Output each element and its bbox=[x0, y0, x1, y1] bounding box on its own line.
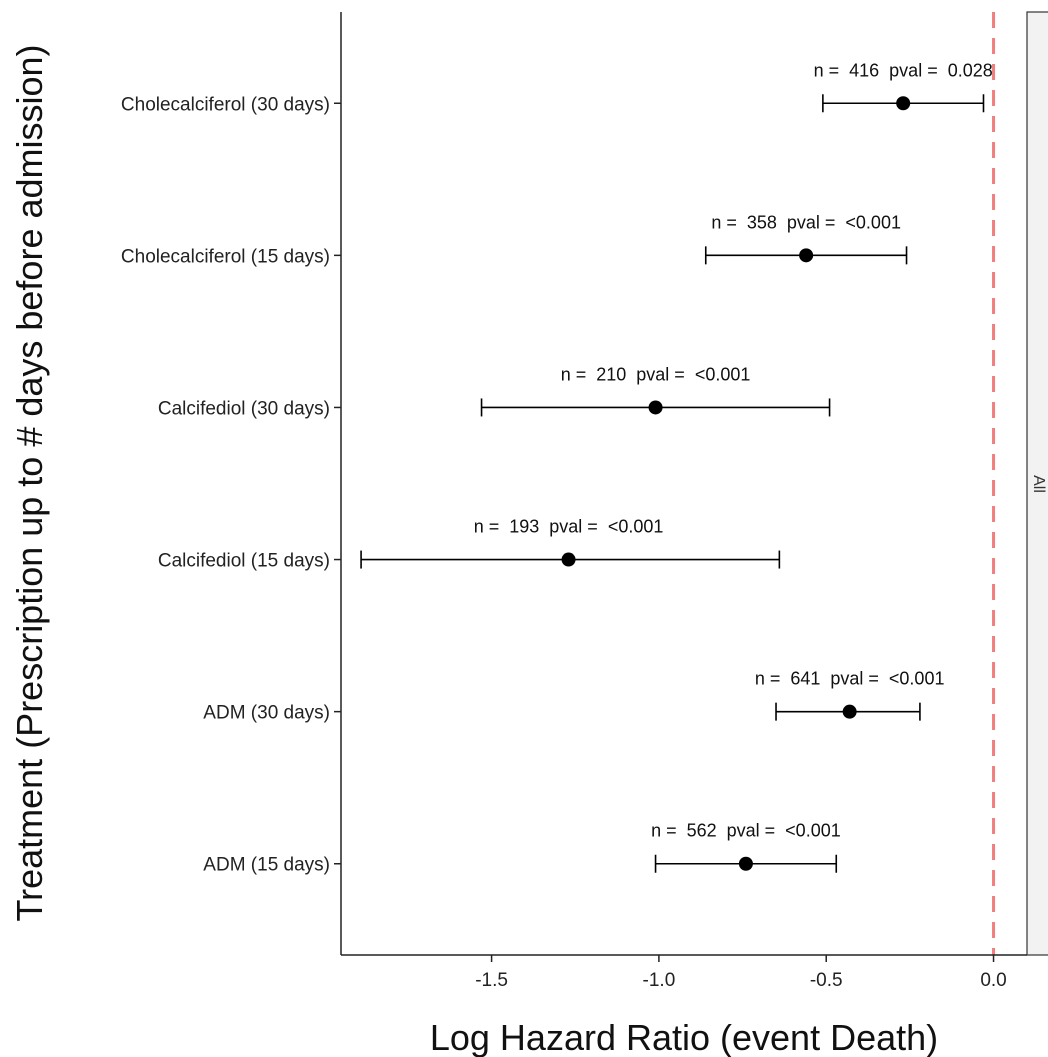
annotation-label: n = 358 pval = <0.001 bbox=[711, 212, 901, 232]
point-estimate bbox=[896, 96, 911, 111]
y-tick-label: ADM (15 days) bbox=[203, 855, 330, 876]
annotation-label: n = 562 pval = <0.001 bbox=[651, 821, 841, 841]
x-tick-label: -0.5 bbox=[810, 970, 843, 991]
point-estimate bbox=[648, 400, 663, 415]
annotation-label: n = 193 pval = <0.001 bbox=[474, 517, 664, 537]
x-axis-title: Log Hazard Ratio (event Death) bbox=[430, 1017, 938, 1057]
facet-strip-label: All bbox=[1030, 475, 1047, 493]
x-tick-label: -1.0 bbox=[643, 970, 676, 991]
point-estimate bbox=[842, 704, 857, 719]
point-estimate bbox=[799, 248, 814, 263]
point-estimate bbox=[738, 856, 753, 871]
y-axis-title: Treatment (Prescription up to # days bef… bbox=[9, 44, 50, 921]
annotation-label: n = 210 pval = <0.001 bbox=[561, 364, 751, 384]
x-tick-label: -1.5 bbox=[475, 970, 508, 991]
annotation-label: n = 641 pval = <0.001 bbox=[755, 669, 945, 689]
x-tick-label: 0.0 bbox=[980, 970, 1006, 991]
y-tick-label: Calcifediol (15 days) bbox=[158, 551, 330, 572]
y-tick-label: Cholecalciferol (15 days) bbox=[121, 246, 330, 267]
y-tick-label: Calcifediol (30 days) bbox=[158, 398, 330, 419]
point-estimate bbox=[561, 552, 576, 567]
annotation-label: n = 416 pval = 0.028 bbox=[814, 60, 993, 80]
y-tick-label: Cholecalciferol (30 days) bbox=[121, 94, 330, 115]
facet-strip bbox=[1026, 11, 1048, 956]
y-tick-label: ADM (30 days) bbox=[203, 703, 330, 724]
